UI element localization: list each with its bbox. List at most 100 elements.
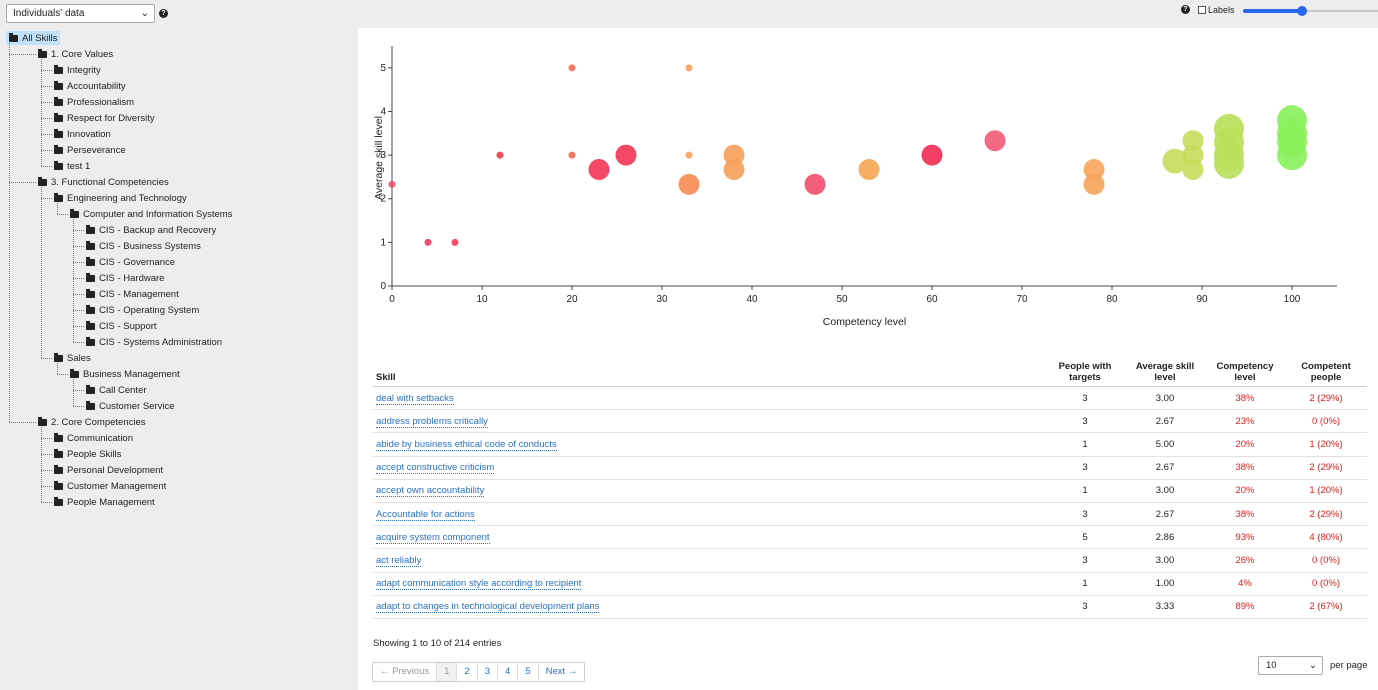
data-point [568, 151, 576, 159]
tree-node[interactable]: Call Center [86, 383, 147, 397]
tree-node[interactable]: Professionalism [54, 95, 134, 109]
avg-skill-cell: 3.33 [1125, 595, 1205, 619]
tree-node-label: Personal Development [67, 464, 164, 476]
skill-link[interactable]: accept constructive criticism [376, 462, 495, 475]
skill-link[interactable]: address problems critically [376, 415, 488, 428]
tree-node[interactable]: Customer Management [54, 479, 166, 493]
tree-node[interactable]: Perseverance [54, 143, 126, 157]
skill-cell: address problems critically [373, 409, 1045, 434]
data-point [1162, 148, 1188, 174]
tree-node[interactable]: Business Management [70, 367, 180, 381]
people-targets-cell: 3 [1045, 409, 1125, 434]
tree-connector [41, 59, 42, 166]
tree-node[interactable]: All Skills [6, 31, 61, 45]
data-point [1182, 144, 1204, 166]
tree-node[interactable]: CIS - Systems Administration [86, 335, 222, 349]
tree-node[interactable]: Customer Service [86, 399, 175, 413]
folder-icon [54, 192, 63, 202]
folder-icon [86, 256, 95, 266]
table-row: act reliably 3 3.00 26% 0 (0%) [373, 548, 1367, 573]
data-point [723, 158, 745, 180]
col-people-targets[interactable]: People with targets [1045, 358, 1125, 387]
tree-node[interactable]: Communication [54, 431, 133, 445]
skill-link[interactable]: adapt communication style according to r… [376, 578, 582, 591]
skill-link[interactable]: Accountable for actions [376, 508, 475, 521]
tree-connector [57, 374, 68, 375]
page-button-2[interactable]: 2 [457, 663, 478, 681]
tree-node[interactable]: Personal Development [54, 463, 163, 477]
page-button-5[interactable]: 5 [518, 663, 539, 681]
dataset-select[interactable]: Individuals' data ⌄ [6, 4, 155, 23]
tree-node[interactable]: CIS - Operating System [86, 303, 199, 317]
bubble-size-slider[interactable] [1243, 6, 1378, 16]
tree-node-label: Respect for Diversity [67, 112, 155, 124]
per-page-select[interactable]: 10 ⌄ [1258, 656, 1323, 675]
tree-node[interactable]: CIS - Business Systems [86, 239, 201, 253]
tree-node[interactable]: 1. Core Values [38, 47, 113, 61]
avg-skill-cell: 2.67 [1125, 502, 1205, 527]
skill-link[interactable]: deal with setbacks [376, 392, 454, 405]
labels-checkbox[interactable] [1198, 6, 1206, 14]
slider-thumb[interactable] [1297, 6, 1307, 16]
tree-node[interactable]: People Management [54, 495, 155, 509]
page-button-3[interactable]: 3 [478, 663, 498, 681]
col-competency[interactable]: Competency level [1205, 358, 1285, 387]
prev-page-button[interactable]: ← Previous [373, 663, 438, 681]
tree-node[interactable]: 3. Functional Competencies [38, 175, 169, 189]
tree-node[interactable]: Accountability [54, 79, 126, 93]
help-icon[interactable]: ? [1181, 5, 1190, 14]
tree-node-label: Communication [67, 432, 133, 444]
col-skill[interactable]: Skill [373, 358, 1045, 387]
skill-link[interactable]: abide by business ethical code of conduc… [376, 438, 557, 451]
skill-cell: abide by business ethical code of conduc… [373, 432, 1045, 457]
page-button-1[interactable]: 1 [437, 663, 458, 681]
skill-link[interactable]: act reliably [376, 554, 422, 567]
next-page-button[interactable]: Next → [545, 666, 578, 677]
folder-icon [86, 224, 95, 234]
folder-icon [54, 144, 63, 154]
skills-table: Skill People with targets Average skill … [373, 358, 1367, 619]
people-targets-cell: 1 [1045, 432, 1125, 457]
competent-people-cell: 2 (29%) [1285, 456, 1367, 480]
folder-icon [54, 64, 63, 74]
tree-connector [41, 118, 52, 119]
tree-node[interactable]: Computer and Information Systems [70, 207, 232, 221]
skill-link[interactable]: adapt to changes in technological develo… [376, 601, 600, 614]
tree-node-label: CIS - Business Systems [99, 240, 201, 252]
avg-skill-cell: 3.00 [1125, 479, 1205, 503]
entries-info: Showing 1 to 10 of 214 entries [373, 638, 502, 649]
data-point [588, 158, 610, 180]
col-competent-people[interactable]: Competent people [1285, 358, 1367, 387]
tree-connector [73, 230, 84, 231]
labels-toggle[interactable]: Labels [1198, 5, 1235, 15]
people-targets-cell: 3 [1045, 595, 1125, 619]
tree-node[interactable]: CIS - Management [86, 287, 179, 301]
tree-node[interactable]: Integrity [54, 63, 101, 77]
tree-node[interactable]: Innovation [54, 127, 111, 141]
competent-people-cell: 0 (0%) [1285, 409, 1367, 434]
tree-node[interactable]: Sales [54, 351, 91, 365]
page-button-4[interactable]: 4 [498, 663, 519, 681]
tree-node[interactable]: test 1 [54, 159, 90, 173]
tree-node[interactable]: Engineering and Technology [54, 191, 187, 205]
tree-node[interactable]: People Skills [54, 447, 121, 461]
tree-node[interactable]: CIS - Governance [86, 255, 175, 269]
folder-icon [54, 464, 63, 474]
tree-node[interactable]: CIS - Hardware [86, 271, 164, 285]
tree-node[interactable]: CIS - Support [86, 319, 157, 333]
avg-skill-cell: 5.00 [1125, 432, 1205, 457]
folder-icon [86, 240, 95, 250]
tree-node[interactable]: 2. Core Competencies [38, 415, 146, 429]
skill-cell: deal with setbacks [373, 386, 1045, 411]
folder-icon [86, 272, 95, 282]
tree-node[interactable]: Respect for Diversity [54, 111, 155, 125]
y-axis-label: Average skill level [373, 116, 385, 200]
help-icon[interactable]: ? [159, 9, 168, 18]
folder-icon [54, 112, 63, 122]
skill-link[interactable]: acquire system component [376, 531, 490, 544]
tree-node-label: 2. Core Competencies [51, 416, 146, 428]
col-avg-skill[interactable]: Average skill level [1125, 358, 1205, 387]
skill-link[interactable]: accept own accountability [376, 485, 485, 498]
tree-node[interactable]: CIS - Backup and Recovery [86, 223, 216, 237]
competent-people-cell: 4 (80%) [1285, 525, 1367, 550]
